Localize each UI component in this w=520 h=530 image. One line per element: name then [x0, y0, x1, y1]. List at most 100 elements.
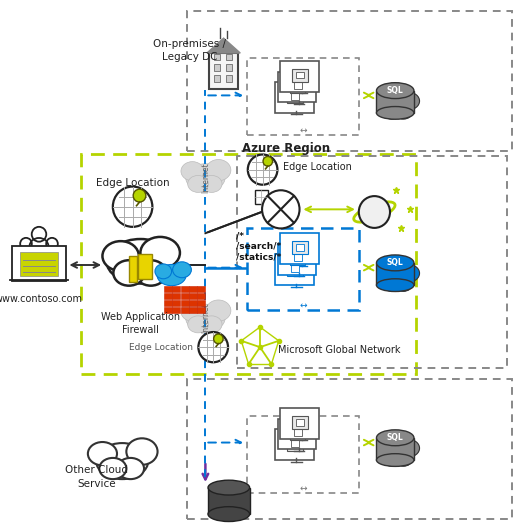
- FancyBboxPatch shape: [226, 75, 232, 82]
- FancyBboxPatch shape: [278, 244, 316, 275]
- Ellipse shape: [398, 264, 420, 282]
- FancyBboxPatch shape: [280, 61, 319, 92]
- FancyBboxPatch shape: [138, 254, 152, 279]
- FancyBboxPatch shape: [294, 254, 302, 261]
- FancyBboxPatch shape: [291, 265, 299, 272]
- FancyBboxPatch shape: [291, 93, 299, 100]
- Circle shape: [199, 332, 228, 363]
- Text: Microsoft Global Network: Microsoft Global Network: [278, 345, 401, 355]
- FancyBboxPatch shape: [294, 429, 302, 436]
- Ellipse shape: [107, 239, 174, 284]
- FancyBboxPatch shape: [292, 69, 308, 82]
- Ellipse shape: [173, 262, 191, 278]
- Ellipse shape: [383, 452, 400, 466]
- Circle shape: [214, 334, 223, 343]
- Text: /search/*: /search/*: [236, 242, 281, 251]
- Ellipse shape: [376, 107, 414, 119]
- Ellipse shape: [395, 452, 412, 466]
- FancyBboxPatch shape: [198, 306, 205, 313]
- Circle shape: [359, 196, 390, 228]
- FancyBboxPatch shape: [164, 286, 172, 293]
- FancyBboxPatch shape: [287, 262, 303, 276]
- FancyBboxPatch shape: [226, 54, 232, 60]
- Circle shape: [32, 227, 46, 242]
- Ellipse shape: [208, 480, 250, 495]
- FancyBboxPatch shape: [173, 300, 180, 306]
- Ellipse shape: [186, 304, 225, 332]
- FancyBboxPatch shape: [189, 286, 197, 293]
- Ellipse shape: [379, 91, 417, 115]
- Ellipse shape: [126, 438, 158, 465]
- FancyBboxPatch shape: [173, 286, 180, 293]
- FancyBboxPatch shape: [287, 437, 303, 450]
- Text: Other Cloud
Service: Other Cloud Service: [64, 465, 128, 489]
- FancyBboxPatch shape: [173, 306, 180, 313]
- FancyBboxPatch shape: [12, 246, 66, 281]
- Text: SQL: SQL: [387, 259, 404, 267]
- FancyBboxPatch shape: [255, 190, 268, 204]
- FancyBboxPatch shape: [214, 54, 220, 60]
- FancyBboxPatch shape: [129, 256, 137, 282]
- Circle shape: [46, 238, 58, 250]
- Ellipse shape: [379, 263, 417, 287]
- FancyBboxPatch shape: [181, 300, 189, 306]
- Ellipse shape: [379, 438, 417, 462]
- FancyBboxPatch shape: [214, 64, 220, 71]
- FancyBboxPatch shape: [280, 408, 319, 439]
- Ellipse shape: [377, 267, 397, 283]
- FancyBboxPatch shape: [291, 440, 299, 447]
- Polygon shape: [207, 38, 240, 53]
- Text: ↔: ↔: [300, 126, 307, 135]
- Ellipse shape: [157, 264, 186, 286]
- Ellipse shape: [208, 507, 250, 522]
- FancyBboxPatch shape: [208, 488, 250, 514]
- Text: ↔: ↔: [300, 301, 307, 310]
- Text: /*: /*: [236, 232, 243, 240]
- Ellipse shape: [186, 164, 225, 191]
- Ellipse shape: [377, 441, 397, 458]
- Ellipse shape: [181, 162, 204, 181]
- FancyBboxPatch shape: [292, 416, 308, 429]
- Ellipse shape: [395, 105, 412, 119]
- FancyBboxPatch shape: [164, 306, 172, 313]
- FancyBboxPatch shape: [290, 427, 305, 440]
- FancyBboxPatch shape: [189, 300, 197, 306]
- FancyBboxPatch shape: [280, 233, 319, 264]
- Ellipse shape: [201, 316, 222, 333]
- FancyBboxPatch shape: [173, 293, 180, 299]
- Ellipse shape: [188, 175, 209, 192]
- Text: Internet: Internet: [201, 303, 210, 333]
- Text: Edge Location: Edge Location: [96, 178, 170, 188]
- FancyBboxPatch shape: [214, 75, 220, 82]
- Text: Web Application
Firewall: Web Application Firewall: [101, 312, 180, 335]
- FancyBboxPatch shape: [164, 300, 172, 306]
- Ellipse shape: [140, 237, 180, 269]
- FancyBboxPatch shape: [296, 244, 304, 251]
- Ellipse shape: [188, 316, 209, 333]
- Ellipse shape: [96, 443, 148, 479]
- Circle shape: [20, 238, 32, 250]
- FancyBboxPatch shape: [294, 82, 302, 89]
- FancyBboxPatch shape: [376, 91, 414, 113]
- FancyBboxPatch shape: [278, 72, 316, 102]
- FancyBboxPatch shape: [189, 306, 197, 313]
- Circle shape: [248, 154, 278, 184]
- Circle shape: [113, 187, 152, 227]
- FancyBboxPatch shape: [209, 53, 238, 89]
- Ellipse shape: [201, 175, 222, 192]
- Ellipse shape: [135, 260, 166, 286]
- Ellipse shape: [376, 454, 414, 466]
- FancyBboxPatch shape: [198, 286, 205, 293]
- Ellipse shape: [395, 277, 412, 292]
- FancyBboxPatch shape: [292, 241, 308, 254]
- FancyBboxPatch shape: [275, 429, 314, 460]
- FancyBboxPatch shape: [376, 438, 414, 460]
- Text: SQL: SQL: [387, 434, 404, 442]
- Ellipse shape: [206, 300, 231, 321]
- Text: www.contoso.com: www.contoso.com: [0, 295, 83, 304]
- Ellipse shape: [113, 260, 145, 286]
- Ellipse shape: [181, 302, 204, 321]
- Circle shape: [262, 190, 300, 228]
- Text: Azure Region: Azure Region: [242, 142, 330, 155]
- Ellipse shape: [383, 105, 400, 119]
